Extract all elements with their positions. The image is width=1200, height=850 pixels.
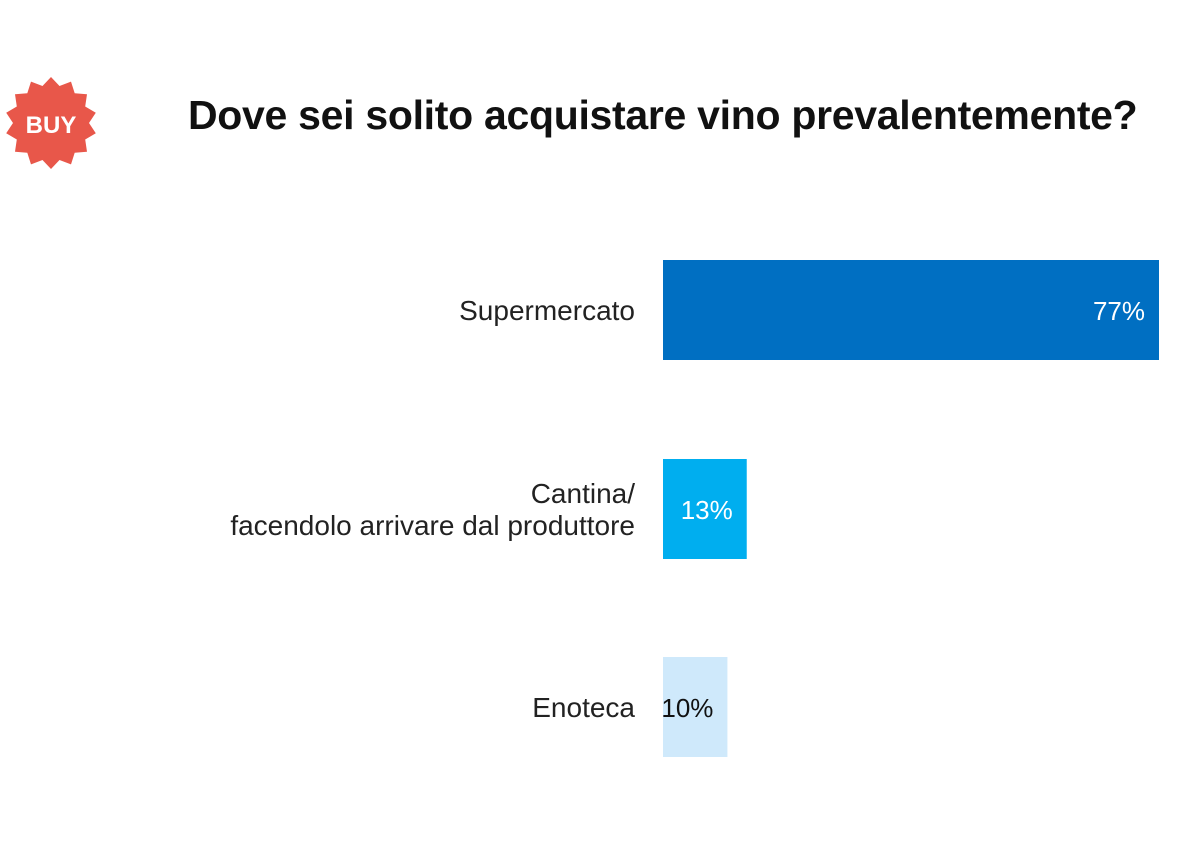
- chart-title: Dove sei solito acquistare vino prevalen…: [188, 92, 1138, 138]
- badge-label: BUY: [26, 112, 77, 139]
- category-label-1-1: facendolo arrivare dal produttore: [230, 510, 635, 541]
- bar-2: [663, 657, 728, 757]
- category-label-0-0: Supermercato: [459, 295, 635, 326]
- badge-starburst: [6, 77, 96, 169]
- bar-0: [663, 260, 1159, 360]
- buy-badge: BUY: [2, 76, 100, 170]
- value-label-1: 13%: [681, 495, 733, 525]
- starburst-badge-icon: BUY: [6, 77, 96, 169]
- category-label-1-0: Cantina/: [531, 478, 636, 509]
- category-label-2-0: Enoteca: [532, 692, 635, 723]
- value-label-0: 77%: [1093, 296, 1145, 326]
- bar-1: [663, 459, 747, 559]
- value-label-2: 10%: [661, 693, 713, 723]
